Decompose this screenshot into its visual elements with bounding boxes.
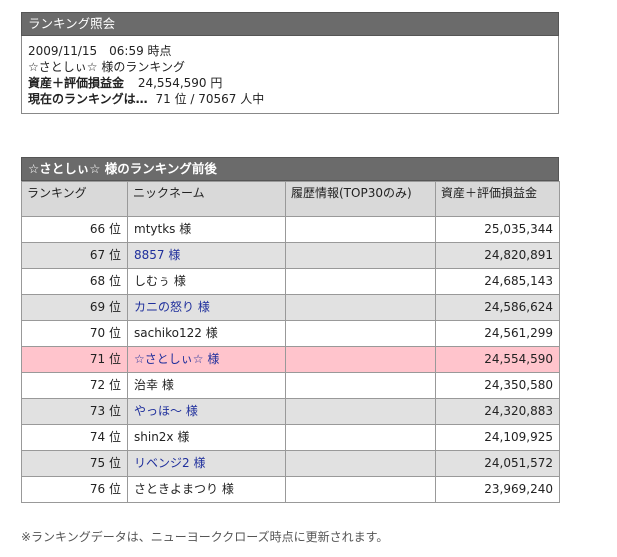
ranking-inquiry-panel: ランキング照会 2009/11/15 06:59 時点 ☆さとしぃ☆ 様のランキ… [21,12,559,114]
header-rank: ランキング [21,181,128,217]
nickname-cell: やっほ～ 様 [127,398,286,425]
nickname-cell: さときよまつり 様 [127,476,286,503]
nickname-text: 治幸 様 [134,378,174,392]
nickname-text: さときよまつり 様 [134,482,234,496]
asset-cell: 25,035,344 [435,216,560,243]
table-row: 69 位カニの怒り 様 24,586,624 [21,294,560,321]
asset-label: 資産＋評価損益金 [28,76,125,90]
nickname-link[interactable]: リベンジ2 様 [134,456,206,470]
footnote: ※ランキングデータは、ニューヨーククローズ時点に更新されます。 [21,530,389,544]
rank-cell: 72 位 [21,372,128,399]
history-cell [285,346,436,373]
nickname-cell: 8857 様 [127,242,286,269]
current-rank-value: 71 位 / 70567 人中 [155,92,265,106]
rank-cell: 76 位 [21,476,128,503]
ranking-inquiry-body: 2009/11/15 06:59 時点 ☆さとしぃ☆ 様のランキング 資産＋評価… [21,36,559,114]
history-cell [285,320,436,347]
asset-cell: 24,350,580 [435,372,560,399]
nickname-text: mtytks 様 [134,222,192,236]
nickname-link[interactable]: ☆さとしぃ☆ 様 [134,352,220,366]
table-row: 68 位しむぅ 様 24,685,143 [21,268,560,295]
nickname-link[interactable]: やっほ～ 様 [134,404,198,418]
history-cell [285,398,436,425]
ranking-owner: ☆さとしぃ☆ 様のランキング [28,60,185,74]
history-cell [285,424,436,451]
rank-cell: 69 位 [21,294,128,321]
nickname-text: しむぅ 様 [134,274,186,288]
table-row: 75 位リベンジ2 様 24,051,572 [21,450,560,477]
table-row: 74 位 shin2x 様 24,109,925 [21,424,560,451]
table-row-self: 71 位 ☆さとしぃ☆ 様 24,554,590 [21,346,560,373]
current-rank-label: 現在のランキングは… [28,92,148,106]
table-row: 67 位 8857 様 24,820,891 [21,242,560,269]
header-nickname: ニックネーム [127,181,286,217]
nickname-cell: ☆さとしぃ☆ 様 [127,346,286,373]
asset-cell: 24,320,883 [435,398,560,425]
asset-cell: 24,820,891 [435,242,560,269]
rank-cell: 73 位 [21,398,128,425]
asset-cell: 24,109,925 [435,424,560,451]
rank-cell: 71 位 [21,346,128,373]
history-cell [285,294,436,321]
nickname-link[interactable]: 8857 様 [134,248,181,262]
history-cell [285,268,436,295]
nickname-link[interactable]: カニの怒り 様 [134,300,210,314]
nickname-cell: mtytks 様 [127,216,286,243]
history-cell [285,216,436,243]
history-cell [285,476,436,503]
ranking-datetime: 2009/11/15 06:59 時点 [28,44,172,58]
table-row: 73 位やっほ～ 様 24,320,883 [21,398,560,425]
nickname-text: sachiko122 様 [134,326,218,340]
ranking-table-header: ランキング ニックネーム 履歴情報(TOP30のみ) 資産＋評価損益金 [21,181,560,217]
asset-line: 資産＋評価損益金 24,554,590 円 [28,75,552,91]
nickname-cell: カニの怒り 様 [127,294,286,321]
asset-value: 24,554,590 円 [137,76,223,90]
nickname-cell: sachiko122 様 [127,320,286,347]
ranking-table: ランキング ニックネーム 履歴情報(TOP30のみ) 資産＋評価損益金 66 位… [21,181,560,503]
history-cell [285,372,436,399]
rank-cell: 74 位 [21,424,128,451]
nickname-cell: 治幸 様 [127,372,286,399]
table-row: 66 位 mtytks 様 25,035,344 [21,216,560,243]
history-cell [285,450,436,477]
asset-cell: 24,561,299 [435,320,560,347]
rank-cell: 68 位 [21,268,128,295]
header-asset: 資産＋評価損益金 [435,181,560,217]
rank-cell: 75 位 [21,450,128,477]
table-row: 76 位さときよまつり 様 23,969,240 [21,476,560,503]
rank-cell: 66 位 [21,216,128,243]
table-row: 72 位治幸 様 24,350,580 [21,372,560,399]
nickname-text: shin2x 様 [134,430,190,444]
asset-cell: 24,685,143 [435,268,560,295]
asset-cell: 24,586,624 [435,294,560,321]
header-history: 履歴情報(TOP30のみ) [285,181,436,217]
ranking-inquiry-title: ランキング照会 [21,12,559,36]
table-row: 70 位 sachiko122 様 24,561,299 [21,320,560,347]
ranking-nearby-panel: ☆さとしぃ☆ 様のランキング前後 ランキング ニックネーム 履歴情報(TOP30… [21,157,560,503]
history-cell [285,242,436,269]
rank-cell: 67 位 [21,242,128,269]
nickname-cell: shin2x 様 [127,424,286,451]
rank-cell: 70 位 [21,320,128,347]
nickname-cell: リベンジ2 様 [127,450,286,477]
ranking-nearby-title: ☆さとしぃ☆ 様のランキング前後 [21,157,559,181]
asset-cell: 24,051,572 [435,450,560,477]
asset-cell: 23,969,240 [435,476,560,503]
nickname-cell: しむぅ 様 [127,268,286,295]
current-rank-line: 現在のランキングは… 71 位 / 70567 人中 [28,91,552,107]
asset-cell: 24,554,590 [435,346,560,373]
